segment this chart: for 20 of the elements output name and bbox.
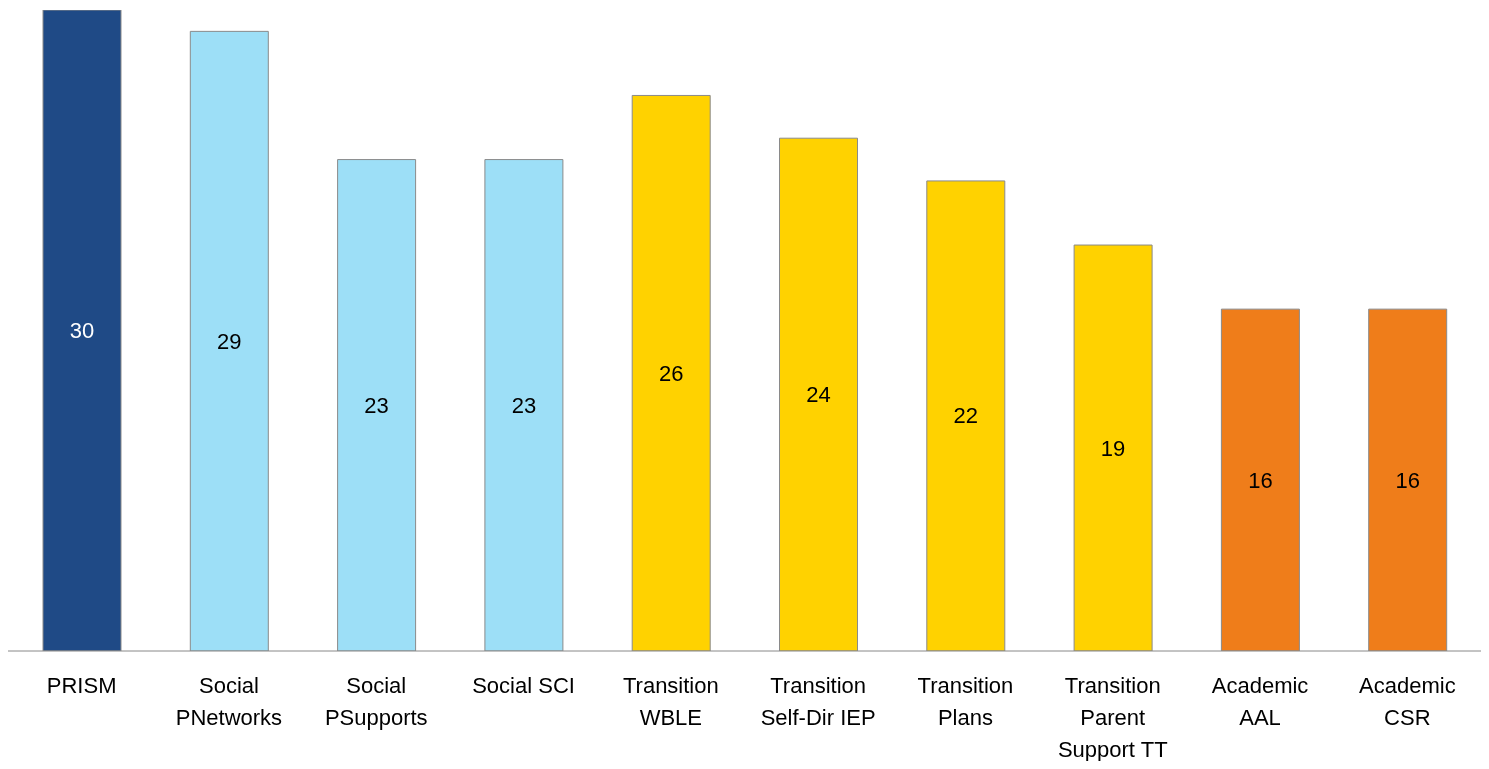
x-tick-label: PRISM <box>46 672 117 698</box>
data-label: 30 <box>69 318 95 343</box>
data-label: 29 <box>217 328 242 354</box>
x-tick-label: Transition Parent Support TT <box>1057 672 1168 762</box>
data-label: 22 <box>953 403 979 429</box>
x-tick-label: Social PSupports <box>324 672 428 730</box>
data-label: 19 <box>1100 435 1126 461</box>
data-label: 16 <box>1395 467 1420 493</box>
x-tick-label: Academic CSR <box>1359 672 1456 730</box>
x-tick-label: Transition Self-Dir IEP <box>760 672 876 730</box>
data-label: 24 <box>806 382 831 408</box>
x-tick-label: Transition Plans <box>917 672 1014 730</box>
data-label: 26 <box>658 360 684 386</box>
x-tick-label: Social PNetworks <box>175 672 283 730</box>
x-tick-label: Transition WBLE <box>622 672 719 730</box>
x-tick-label: Academic AAL <box>1211 672 1309 730</box>
data-label: 23 <box>511 392 537 418</box>
x-tick-label: Social SCI <box>472 672 575 698</box>
data-label: 16 <box>1248 467 1273 493</box>
data-label: 23 <box>364 392 389 418</box>
